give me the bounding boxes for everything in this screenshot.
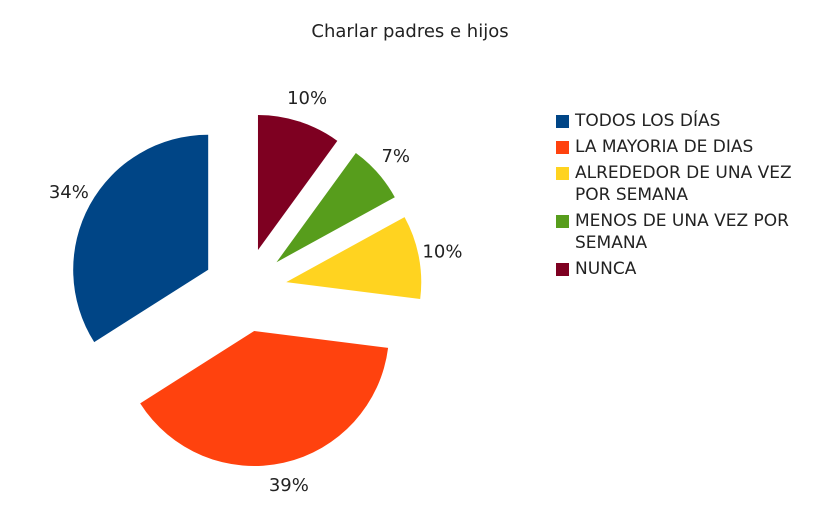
pie-slice	[286, 217, 422, 300]
value-label: 10%	[422, 241, 462, 262]
legend-item: ALREDEDOR DE UNA VEZ POR SEMANA	[556, 162, 832, 206]
legend-label: MENOS DE UNA VEZ POR SEMANA	[575, 211, 789, 253]
value-label: 10%	[287, 88, 327, 109]
legend-item: TODOS LOS DÍAS	[556, 110, 832, 132]
legend-swatch	[556, 263, 569, 276]
pie-slice	[276, 153, 395, 263]
chart-title: Charlar padres e hijos	[311, 21, 508, 42]
pie-slice	[257, 115, 338, 251]
legend-swatch	[556, 215, 569, 228]
legend-swatch	[556, 115, 569, 128]
legend-item: NUNCA	[556, 258, 832, 280]
legend-label: LA MAYORIA DE DIAS	[575, 137, 754, 157]
value-label: 34%	[49, 182, 89, 203]
legend-label: ALREDEDOR DE UNA VEZ POR SEMANA	[575, 163, 792, 205]
legend-item: MENOS DE UNA VEZ POR SEMANA	[556, 210, 832, 254]
value-label: 7%	[381, 146, 410, 167]
legend: TODOS LOS DÍAS LA MAYORIA DE DIAS ALREDEDO…	[556, 110, 832, 284]
legend-item: LA MAYORIA DE DIAS	[556, 136, 832, 158]
value-label: 39%	[269, 475, 309, 496]
legend-swatch	[556, 167, 569, 180]
pie-slice	[73, 134, 209, 343]
legend-label: TODOS LOS DÍAS	[575, 111, 721, 131]
legend-label: NUNCA	[575, 259, 637, 279]
pie-slice	[140, 330, 389, 466]
legend-swatch	[556, 141, 569, 154]
